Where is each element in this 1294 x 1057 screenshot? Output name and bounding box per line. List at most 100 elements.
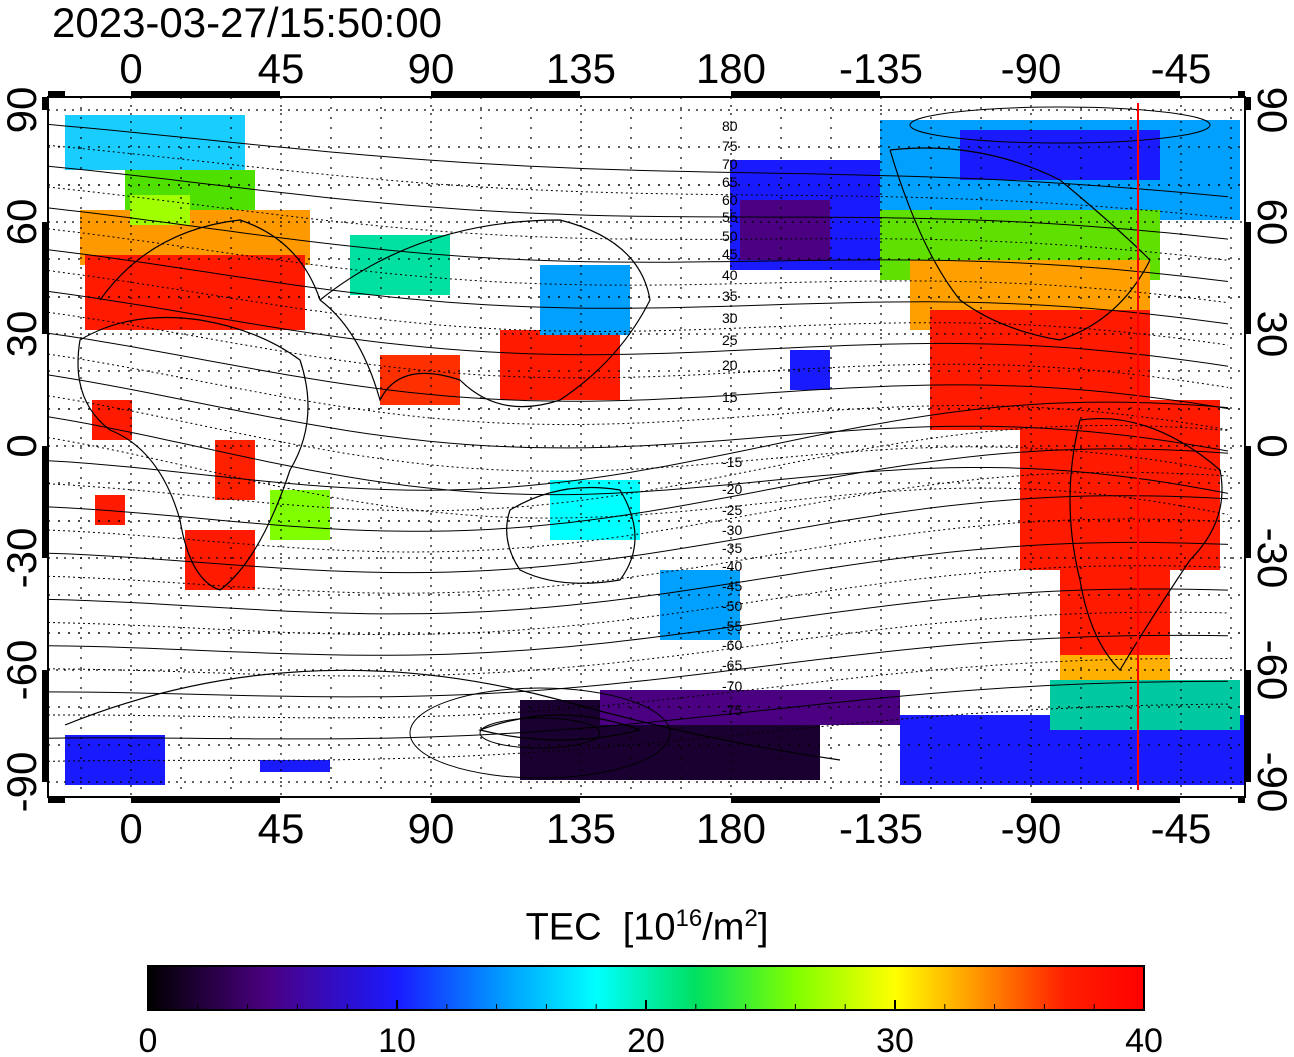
lon-tick-label-top: 45 — [258, 45, 305, 92]
contour-label: -70 — [722, 678, 742, 694]
frame-bar-right — [1245, 97, 1251, 110]
lon-tick-label-bottom: -90 — [1001, 805, 1062, 852]
frame-bar-top — [431, 91, 580, 97]
lon-tick-label-bottom: 90 — [408, 805, 455, 852]
frame-bar-top — [731, 91, 880, 97]
tec-data-layer — [65, 115, 1245, 785]
contour-line — [48, 353, 1229, 431]
contour-label: -45 — [722, 578, 742, 594]
frame-bar-left — [42, 670, 48, 782]
contour-label: 80 — [722, 118, 738, 134]
colorbar-unit-sup1: 16 — [675, 905, 703, 932]
map-grid — [48, 97, 1245, 797]
lon-tick-label-top: 90 — [408, 45, 455, 92]
frame-bar-top — [48, 91, 65, 97]
lat-tick-label-right: 0 — [1249, 434, 1294, 457]
contour-label: -60 — [722, 637, 742, 653]
frame-bar-bottom — [1031, 797, 1180, 803]
contour-line — [48, 634, 1229, 698]
lon-ticks-top: 0 45 90 135 180 -135 -90 -45 — [119, 45, 1211, 92]
frame-bar-bottom — [1238, 797, 1245, 803]
contour-ring — [409, 687, 671, 779]
contour-label: 25 — [722, 332, 738, 348]
contour-label: 40 — [722, 267, 738, 283]
lat-tick-label-left: 0 — [0, 434, 45, 457]
colorbar-tick-label: 30 — [876, 1022, 914, 1057]
contour-line — [48, 518, 1229, 594]
lon-tick-label-top: -135 — [839, 45, 923, 92]
colorbar-tick-label: 40 — [1125, 1022, 1163, 1057]
lon-tick-label-bottom: 45 — [258, 805, 305, 852]
contour-label: 60 — [722, 192, 738, 208]
contour-line — [48, 249, 1229, 325]
colorbar-tick-label: 20 — [627, 1022, 665, 1057]
contour-line — [48, 395, 1229, 473]
colorbar-unit-a: [10 — [622, 906, 676, 949]
magnetic-contours — [48, 106, 1229, 779]
contour-label: -35 — [722, 540, 742, 556]
frame-bar-top — [1031, 91, 1180, 97]
contour-label: 30 — [722, 310, 738, 326]
contour-line — [48, 123, 1229, 198]
contour-label: 70 — [722, 156, 738, 172]
lon-tick-label-bottom: -135 — [839, 805, 923, 852]
contour-line — [48, 448, 1229, 532]
contour-line — [48, 657, 1229, 719]
contour-label: 20 — [722, 357, 738, 373]
contour-label: 50 — [722, 228, 738, 244]
lat-tick-label-left: -30 — [0, 528, 45, 589]
timestamp-title: 2023-03-27/15:50:00 — [52, 0, 442, 46]
lat-ticks-left: 90 60 30 0 -30 -60 -90 — [0, 87, 45, 813]
lon-tick-label-bottom: 180 — [696, 805, 766, 852]
frame-bar-bottom — [131, 797, 280, 803]
contour-line — [48, 401, 1229, 491]
lon-tick-label-top: 180 — [696, 45, 766, 92]
contour-line — [48, 703, 1229, 762]
lon-tick-label-bottom: 135 — [546, 805, 616, 852]
contour-label: 35 — [722, 288, 738, 304]
frame-bar-bottom — [48, 797, 65, 803]
lon-tick-label-bottom: -45 — [1151, 805, 1212, 852]
colorbar-tick-label: 10 — [378, 1022, 416, 1057]
colorbar-unit-b: /m — [702, 906, 745, 949]
lat-tick-label-right: 30 — [1249, 311, 1294, 358]
lon-tick-label-top: -45 — [1151, 45, 1212, 92]
contour-label: 15 — [722, 389, 738, 405]
frame-bar-right — [1245, 446, 1251, 558]
lat-tick-label-left: -60 — [0, 640, 45, 701]
contour-line — [48, 165, 1229, 240]
lon-tick-label-top: 0 — [119, 45, 142, 92]
frame-bar-right — [1245, 222, 1251, 334]
frame-bar-top — [131, 91, 280, 97]
colorbar-title: TEC [1016/m2] — [0, 905, 1294, 950]
contour-line — [48, 588, 1229, 656]
frame-bar-bottom — [731, 797, 880, 803]
contour-ring — [909, 106, 1211, 144]
contour-ring — [479, 717, 601, 749]
contour-label: 55 — [722, 209, 738, 225]
contour-label: 65 — [722, 174, 738, 190]
colorbar-unit-c: ] — [757, 906, 769, 949]
frame-bar-top — [1238, 91, 1245, 97]
contour-line — [48, 186, 1229, 261]
contour-label: -20 — [722, 481, 742, 497]
frame-bar-left — [42, 446, 48, 558]
contour-label: -30 — [722, 522, 742, 538]
frame-bar-left — [42, 97, 48, 110]
contour-label: -15 — [722, 454, 742, 470]
contour-label: -50 — [722, 598, 742, 614]
lat-tick-label-right: -90 — [1249, 752, 1294, 813]
lat-ticks-right: 90 60 30 0 -30 -60 -90 — [1249, 87, 1294, 813]
contour-label: -40 — [722, 558, 742, 574]
lat-tick-label-right: -60 — [1249, 640, 1294, 701]
contour-label: -65 — [722, 657, 742, 673]
lon-ticks-bottom: 0 45 90 135 180 -135 -90 -45 — [119, 805, 1211, 852]
lat-tick-label-left: 60 — [0, 199, 45, 246]
contour-label: 75 — [722, 138, 738, 154]
contour-line — [48, 611, 1229, 677]
colorbar-tick-label: 0 — [139, 1022, 158, 1057]
contour-line — [48, 471, 1229, 553]
colorbar-unit-sup2: 2 — [744, 905, 758, 932]
